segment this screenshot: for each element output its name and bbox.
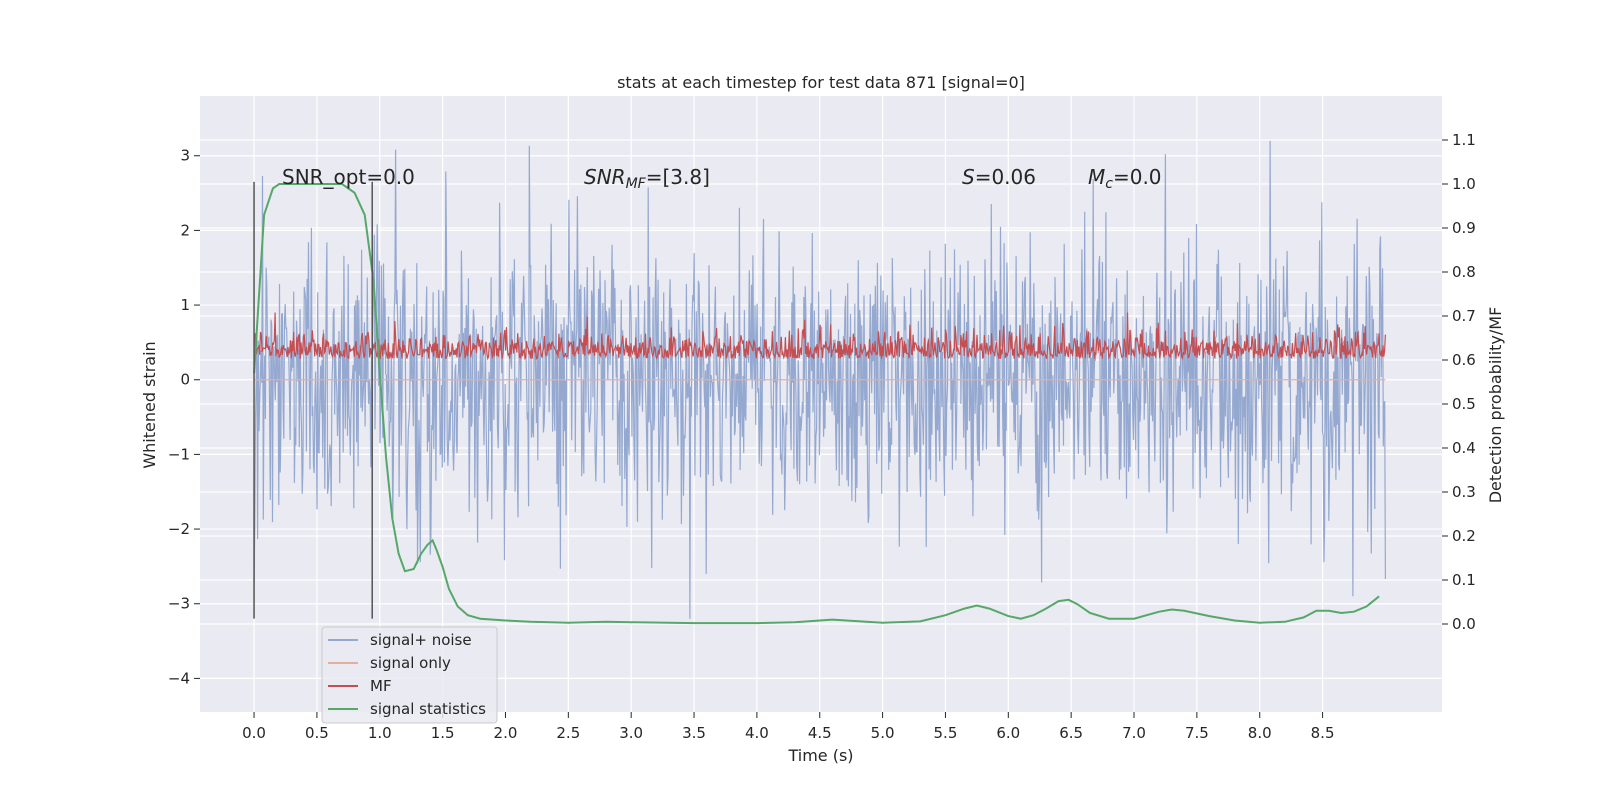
y-tick-label: −1 xyxy=(168,445,190,463)
mc-symbol: M xyxy=(1088,165,1105,189)
s-value: =0.06 xyxy=(975,165,1036,189)
legend-label-signal-statistics: signal statistics xyxy=(370,700,486,718)
legend: signal+ noise signal only MF signal stat… xyxy=(321,626,498,724)
x-tick-label: 2.5 xyxy=(556,724,580,742)
annotation-snr-mf: SNRMF=[3.8] xyxy=(584,165,710,192)
series-mf-line xyxy=(253,312,1386,361)
x-tick-label: 5.5 xyxy=(934,724,958,742)
x-tick-label: 0.0 xyxy=(242,724,266,742)
y-tick-label: −3 xyxy=(168,595,190,613)
x-tick-label: 3.5 xyxy=(682,724,706,742)
y-right-tick-label: 0.1 xyxy=(1452,571,1476,589)
y-right-tick-label: 0.0 xyxy=(1452,615,1476,633)
chart-title: stats at each timestep for test data 871… xyxy=(617,73,1025,92)
x-tick-label: 4.0 xyxy=(745,724,769,742)
x-tick-label: 4.5 xyxy=(808,724,832,742)
legend-box xyxy=(321,626,498,724)
x-tick-label: 8.5 xyxy=(1311,724,1335,742)
y-tick-label: 3 xyxy=(180,147,190,165)
y-tick-label: 2 xyxy=(180,221,190,239)
x-tick-label: 5.0 xyxy=(871,724,895,742)
y-right-tick-label: 0.2 xyxy=(1452,527,1476,545)
x-tick-label: 7.0 xyxy=(1122,724,1146,742)
annotation-snr-opt: SNR_opt=0.0 xyxy=(282,165,415,189)
y-tick-label: −2 xyxy=(168,520,190,538)
y-right-tick-label: 0.6 xyxy=(1452,351,1476,369)
y-right-axis-label: Detection probability/MF xyxy=(1486,307,1505,504)
x-tick-label: 8.0 xyxy=(1248,724,1272,742)
vertical-markers xyxy=(253,181,373,619)
y-right-tick-label: 0.8 xyxy=(1452,263,1476,281)
x-tick-label: 6.5 xyxy=(1059,724,1083,742)
y-right-tick-label: 0.9 xyxy=(1452,219,1476,237)
snr-mf-symbol: SNR xyxy=(584,165,626,189)
x-tick-label: 3.0 xyxy=(619,724,643,742)
x-tick-label: 1.0 xyxy=(368,724,392,742)
snr-mf-subscript: MF xyxy=(626,176,647,192)
annotation-mc: Mc=0.0 xyxy=(1088,165,1162,192)
x-axis-label: Time (s) xyxy=(787,746,853,765)
y-right-axis-ticks: 1.1 1.0 0.9 0.8 0.7 0.6 0.5 0.4 0.3 0.2 0.1 0.0 xyxy=(1442,131,1476,633)
mc-subscript: c xyxy=(1105,176,1113,192)
series-layer xyxy=(253,140,1386,625)
series-signal-statistics-line xyxy=(253,183,1380,625)
x-tick-label: 7.5 xyxy=(1185,724,1209,742)
y-right-tick-label: 1.1 xyxy=(1452,131,1476,149)
series-signal-noise-line xyxy=(253,140,1386,619)
y-tick-label: 0 xyxy=(180,371,190,389)
x-tick-label: 0.5 xyxy=(305,724,329,742)
mc-value: =0.0 xyxy=(1113,165,1162,189)
legend-label-signal-only: signal only xyxy=(370,654,451,672)
y-right-tick-label: 0.3 xyxy=(1452,483,1476,501)
y-tick-label: −4 xyxy=(168,669,190,687)
y-tick-label: 1 xyxy=(180,296,190,314)
annotation-s: S=0.06 xyxy=(962,165,1036,189)
x-tick-label: 2.0 xyxy=(494,724,518,742)
y-axis-ticks: 3 2 1 0 −1 −2 −3 −4 xyxy=(168,147,200,687)
x-tick-label: 1.5 xyxy=(431,724,455,742)
legend-label-signal-noise: signal+ noise xyxy=(370,631,472,649)
s-symbol: S xyxy=(962,165,975,189)
x-axis-ticks: 0.0 0.5 1.0 1.5 2.0 2.5 3.0 3.5 4.0 4.5 5.0 5.5 6.0 6… xyxy=(242,712,1335,742)
legend-label-mf: MF xyxy=(370,677,392,695)
y-right-tick-label: 0.7 xyxy=(1452,307,1476,325)
y-right-tick-label: 0.4 xyxy=(1452,439,1476,457)
snr-mf-value: =[3.8] xyxy=(646,165,710,189)
x-tick-label: 6.0 xyxy=(996,724,1020,742)
y-right-tick-label: 1.0 xyxy=(1452,175,1476,193)
y-axis-label: Whitened strain xyxy=(140,341,159,468)
y-right-tick-label: 0.5 xyxy=(1452,395,1476,413)
